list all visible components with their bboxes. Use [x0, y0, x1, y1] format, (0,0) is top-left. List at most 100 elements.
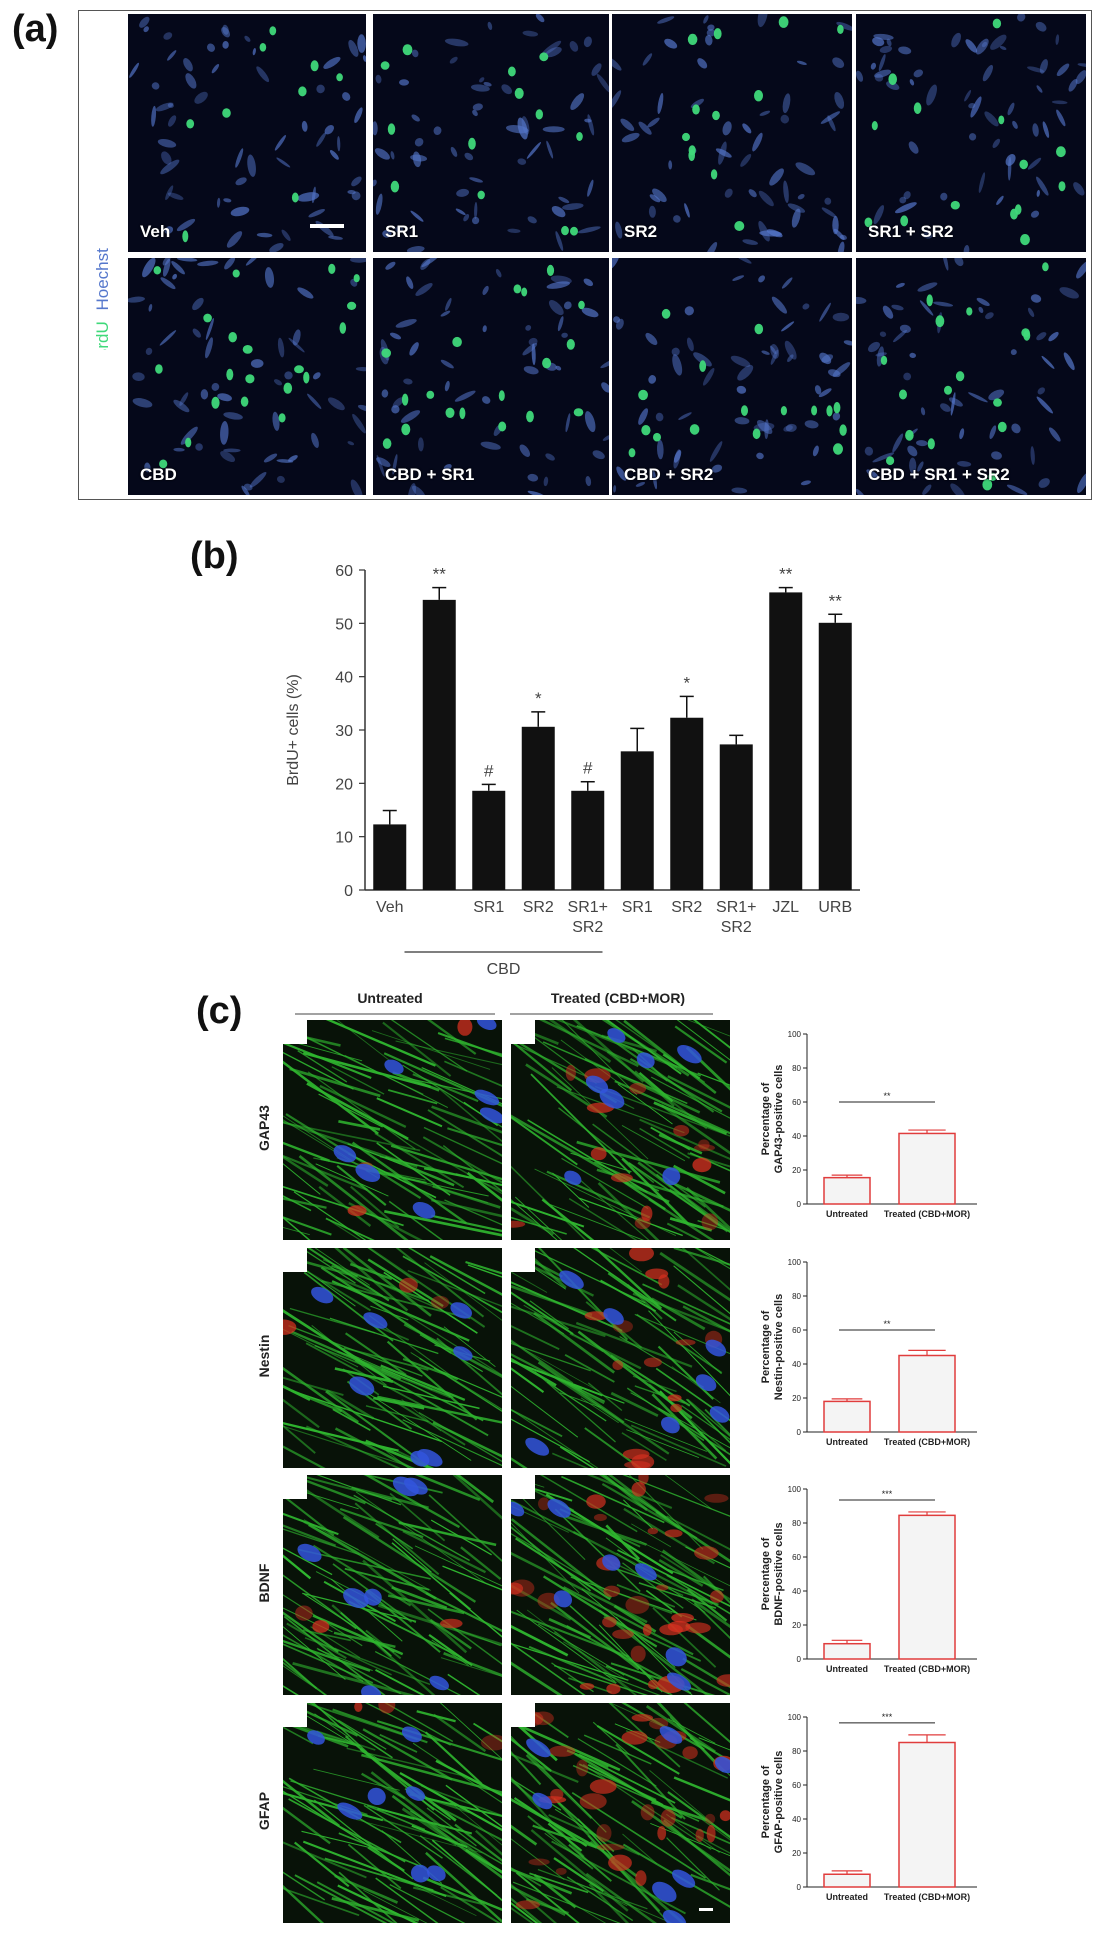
- svg-text:BrdU Hoechst: BrdU Hoechst: [93, 248, 112, 350]
- micrograph-row2-1: CBD + SR1: [373, 258, 609, 495]
- c-header-rules: [295, 1013, 713, 1015]
- b-significance: **: [779, 565, 793, 584]
- b-x-tick-label: URB: [818, 899, 852, 916]
- micrograph-label: SR2: [624, 222, 658, 241]
- c-micrograph-nestin-untreated: [283, 1248, 502, 1468]
- b-significance: **: [829, 591, 843, 610]
- c-y-tick-label: 80: [792, 1519, 801, 1528]
- chart-c-nestin: 0 20 40 60 80 100 Percentage ofNestin-positive…: [760, 1258, 977, 1447]
- micrograph-row1-0: Veh: [128, 14, 366, 252]
- c-x-tick-label: Untreated: [826, 1437, 868, 1447]
- b-x-tick-label: JZL: [772, 899, 799, 916]
- c-micrograph-gap43-untreated: [283, 1020, 502, 1240]
- c-y-tick-label: 100: [788, 1258, 802, 1267]
- b-significance: #: [484, 761, 494, 780]
- c-y-tick-label: 80: [792, 1292, 801, 1301]
- b-y-tick-label: 0: [344, 883, 353, 900]
- c-y-tick-label: 60: [792, 1553, 801, 1562]
- c-micrograph-image: [511, 1248, 730, 1468]
- c-micrograph-image: [283, 1703, 502, 1923]
- c-micrograph-image: [283, 1248, 502, 1468]
- c-bar: [823, 1176, 871, 1205]
- c-scale-bar: [699, 1908, 713, 1911]
- stain-legend: BrdU Hoechst: [93, 248, 112, 350]
- micrograph-image: [376, 258, 609, 495]
- micrograph-row1-3: SR1 + SR2: [856, 14, 1086, 252]
- chart-c-gap43: 0 20 40 60 80 100 Percentage ofGAP43-positive …: [760, 1030, 977, 1219]
- micrograph-label: CBD: [140, 465, 177, 484]
- micrograph-image: [612, 14, 852, 252]
- c-y-tick-label: 40: [792, 1132, 801, 1141]
- c-y-tick-label: 60: [792, 1098, 801, 1107]
- c-bar: [898, 1741, 956, 1888]
- c-row-label-nestin: Nestin: [256, 1334, 272, 1378]
- c-y-tick-label: 0: [797, 1655, 802, 1664]
- micrograph-row2-2: CBD + SR2: [612, 258, 852, 495]
- c-x-tick-label: Treated (CBD+MOR): [884, 1892, 970, 1902]
- c-significance: ***: [882, 1489, 893, 1499]
- c-col-header-untreated: Untreated: [357, 990, 423, 1006]
- b-y-tick-label: 30: [335, 723, 353, 740]
- c-y-tick-label: 100: [788, 1713, 802, 1722]
- micrograph-label: SR1: [385, 222, 419, 241]
- chart-c-bdnf: 0 20 40 60 80 100 Percentage ofBDNF-positive c…: [760, 1485, 977, 1674]
- stain-hoechst-label: Hoechst: [93, 248, 112, 311]
- c-significance: **: [883, 1091, 891, 1101]
- b-x-tick-label: SR2: [721, 919, 752, 936]
- chart-c-gfap: 0 20 40 60 80 100 Percentage ofGFAP-positive c…: [760, 1712, 977, 1902]
- b-x-tick-label: SR2: [523, 899, 554, 916]
- b-bar: [670, 717, 704, 890]
- stain-brdu-label: BrdU: [93, 321, 112, 350]
- b-significance: *: [683, 673, 690, 692]
- b-significance: #: [583, 759, 593, 778]
- c-y-tick-label: 80: [792, 1747, 801, 1756]
- c-bar: [823, 1642, 871, 1660]
- c-bar: [898, 1514, 956, 1660]
- b-y-tick-label: 60: [335, 563, 353, 580]
- c-y-tick-label: 40: [792, 1587, 801, 1596]
- b-bar: [571, 790, 605, 890]
- b-bar: [818, 622, 852, 890]
- panel-label-c: (c): [196, 990, 243, 1032]
- c-y-axis-label: Percentage ofGFAP-positive cells: [760, 1751, 785, 1854]
- c-bar: [898, 1354, 956, 1433]
- c-micrograph-bdnf-treated: [511, 1475, 730, 1695]
- b-group-label: CBD: [487, 961, 521, 975]
- c-x-tick-label: Treated (CBD+MOR): [884, 1664, 970, 1674]
- b-x-tick-label: SR1+: [568, 899, 608, 916]
- b-bar: [422, 599, 456, 890]
- micrograph-image: [128, 258, 366, 495]
- b-bar: [373, 824, 407, 890]
- micrograph-image: [129, 16, 366, 252]
- scale-bar: [310, 224, 344, 228]
- c-row-label-gap43: GAP43: [256, 1105, 272, 1151]
- b-bar: [521, 726, 555, 890]
- c-micrograph-image: [283, 1020, 502, 1240]
- b-y-tick-label: 40: [335, 670, 353, 687]
- c-y-axis-label: Percentage ofBDNF-positive cells: [760, 1522, 785, 1625]
- c-x-tick-label: Untreated: [826, 1892, 868, 1902]
- b-bar: [769, 592, 803, 890]
- c-y-axis-label: Percentage ofNestin-positive cells: [760, 1294, 785, 1400]
- b-x-tick-label: SR1: [473, 899, 504, 916]
- c-micrograph-image: [511, 1020, 730, 1240]
- c-y-tick-label: 0: [797, 1428, 802, 1437]
- b-y-tick-label: 50: [335, 616, 353, 633]
- c-y-tick-label: 20: [792, 1849, 801, 1858]
- b-significance: *: [535, 689, 542, 708]
- c-y-tick-label: 20: [792, 1166, 801, 1175]
- b-x-tick-label: SR1: [622, 899, 653, 916]
- c-x-tick-label: Treated (CBD+MOR): [884, 1437, 970, 1447]
- micrograph-row1-2: SR2: [612, 14, 852, 252]
- micrograph-label: CBD + SR2: [624, 465, 714, 484]
- c-y-tick-label: 80: [792, 1064, 801, 1073]
- b-bar: [719, 744, 753, 890]
- micrograph-image: [856, 258, 1086, 495]
- micrograph-image: [373, 14, 609, 252]
- c-y-tick-label: 100: [788, 1485, 802, 1494]
- c-y-tick-label: 40: [792, 1815, 801, 1824]
- c-x-tick-label: Untreated: [826, 1209, 868, 1219]
- micrograph-image: [856, 14, 1086, 252]
- c-bar: [898, 1132, 956, 1205]
- c-bar: [823, 1400, 871, 1433]
